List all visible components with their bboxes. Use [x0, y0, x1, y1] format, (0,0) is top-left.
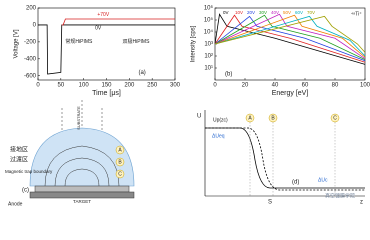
point-label: C	[333, 115, 337, 121]
u-label: U	[197, 114, 201, 120]
series-line	[214, 14, 366, 58]
x-tick-label: 40	[272, 83, 279, 89]
substrate-label: SUBSTRATE	[76, 106, 81, 130]
y-tick-label: 10⁵	[204, 17, 214, 24]
magnets	[29, 191, 135, 199]
up-label: Up(zc)	[213, 117, 228, 123]
x-tick-label: 80	[332, 83, 339, 89]
legend-entry: 50V	[283, 10, 291, 15]
panel-label: (c)	[22, 188, 29, 194]
y-tick-label: -200	[24, 39, 37, 45]
point-marker	[245, 113, 255, 123]
x-axis-label: Time [μs]	[92, 90, 121, 97]
trap-label: Magnetic trap boundary	[5, 169, 53, 174]
point-marker	[115, 145, 125, 155]
x-tick-label: 100	[360, 83, 370, 89]
z-label: z	[360, 200, 363, 206]
x-tick-label: 150	[101, 83, 112, 89]
duc-label: ΔUc	[318, 177, 328, 183]
plot-frame	[214, 7, 366, 81]
point-marker	[115, 169, 125, 179]
x-tick-label: 50	[57, 83, 64, 89]
transition-label: 过渡区	[10, 156, 28, 164]
series-line	[214, 15, 366, 62]
potential-curve	[205, 127, 365, 191]
legend-entry: 30V	[259, 10, 267, 15]
panel-label: (a)	[138, 70, 145, 76]
series-label: 常规HiPIMS	[65, 38, 93, 45]
panel-label: (b)	[225, 72, 232, 78]
target	[34, 185, 130, 193]
s-label: S	[268, 200, 272, 206]
x-tick-label: 60	[302, 83, 309, 89]
anode-label: Anode	[8, 201, 23, 207]
y-tick-label: 10⁶	[204, 5, 214, 12]
x-tick-label: 250	[147, 83, 158, 89]
legend-entry: 40V	[271, 10, 279, 15]
y-tick-label: -600	[24, 73, 37, 79]
legend-entry: 70V	[307, 10, 315, 15]
y-tick-label: 10⁴	[204, 29, 214, 36]
field-line	[44, 145, 120, 187]
x-tick-label: 20	[242, 83, 249, 89]
due-label: ΔUeq	[212, 133, 225, 139]
legend-entry: 0V	[223, 10, 229, 15]
potential-curve	[205, 127, 365, 189]
x-tick-label: 100	[79, 83, 90, 89]
panel-c: SUBSTRATE 接地区 过渡区 Magnetic trap boundary…	[5, 100, 135, 207]
target-label: TARGET	[73, 199, 91, 204]
y-tick-label: -400	[24, 56, 37, 62]
point-marker	[268, 113, 278, 123]
x-tick-label: 200	[124, 83, 135, 89]
x-tick-label: 300	[170, 83, 181, 89]
y-axis-label: Intensity [cps]	[191, 25, 197, 62]
legend-entry: 20V	[247, 10, 255, 15]
x-tick-label: 0	[36, 83, 40, 89]
point-label: A	[118, 147, 122, 153]
watermark: 真空镀膜学院	[325, 192, 355, 199]
annotation: 0V	[95, 26, 102, 32]
series-line	[38, 24, 175, 75]
series-label: 双极HiPIMS	[122, 38, 150, 45]
legend-entry: 10V	[235, 10, 243, 15]
plasma	[29, 127, 135, 187]
field-line	[54, 157, 110, 187]
series-line	[214, 15, 366, 53]
point-label: C	[118, 171, 122, 177]
field-line	[64, 168, 100, 187]
series-line	[214, 13, 366, 59]
y-tick-label: 10³	[204, 42, 213, 48]
y-tick-label: 0	[33, 23, 37, 29]
annotation: +70V	[97, 12, 109, 18]
point-marker	[330, 113, 340, 123]
point-marker	[115, 157, 125, 167]
x-tick-label: 0	[213, 83, 217, 89]
x-axis-label: Energy [eV]	[272, 90, 309, 97]
panel-label: (d)	[292, 180, 299, 186]
point-label: A	[248, 115, 252, 121]
point-label: B	[118, 159, 122, 165]
panel-d: A B C U Up(zc) ΔUeq ΔUc S z (d) 真空镀膜学院	[197, 110, 365, 206]
legend-entry: 60V	[295, 10, 303, 15]
y-tick-label: 10¹	[204, 66, 213, 72]
ion-label: ⁴⁸Ti⁺	[351, 11, 362, 17]
series-line	[214, 14, 366, 63]
series-line	[214, 15, 366, 57]
y-tick-label: 10²	[204, 54, 213, 60]
y-axis-label: Voltage [V]	[14, 29, 20, 58]
ground-label: 接地区	[10, 146, 28, 154]
y-tick-label: 200	[26, 6, 37, 12]
point-label: B	[271, 115, 275, 121]
figure: SUBSTRATE 接地区 过渡区 Magnetic trap boundary…	[5, 5, 370, 208]
series-line	[214, 14, 366, 60]
series-line	[61, 18, 175, 26]
